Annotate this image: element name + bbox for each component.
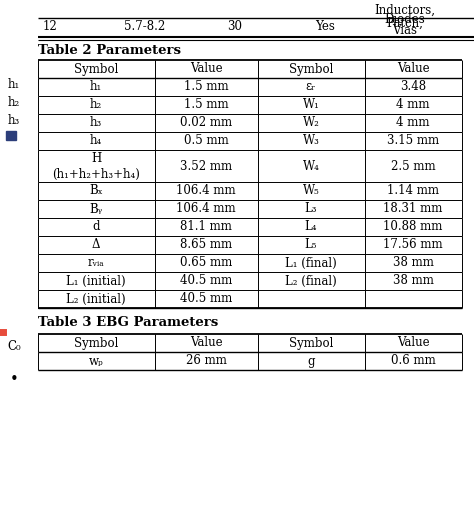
Text: Symbol: Symbol [74, 337, 118, 350]
Text: h₂: h₂ [8, 97, 20, 110]
Text: 4 mm: 4 mm [396, 117, 430, 130]
Text: Inductors,: Inductors, [374, 4, 436, 17]
Text: Value: Value [397, 62, 429, 76]
Text: L₃: L₃ [305, 203, 317, 215]
Text: Table 2 Parameters: Table 2 Parameters [38, 45, 181, 58]
Text: h₂: h₂ [90, 99, 102, 111]
Text: Table 3 EBG Parameters: Table 3 EBG Parameters [38, 317, 218, 330]
Text: Yes: Yes [315, 19, 335, 33]
Text: 106.4 mm: 106.4 mm [176, 203, 236, 215]
Text: 12: 12 [43, 19, 57, 33]
Text: L₅: L₅ [305, 238, 317, 251]
Text: 4 mm: 4 mm [396, 99, 430, 111]
Text: Value: Value [190, 337, 222, 350]
Text: W₃: W₃ [302, 134, 319, 148]
Text: 1.5 mm: 1.5 mm [184, 99, 228, 111]
Text: 26 mm: 26 mm [185, 354, 227, 367]
Text: wₚ: wₚ [89, 354, 103, 367]
Text: L₁ (final): L₁ (final) [285, 257, 337, 269]
Text: Bₓ: Bₓ [89, 184, 103, 197]
Text: W₂: W₂ [302, 117, 319, 130]
Text: Vias: Vias [392, 25, 418, 37]
Text: 3.15 mm: 3.15 mm [387, 134, 439, 148]
Bar [6, 131, 16, 140]
Text: 10.88 mm: 10.88 mm [383, 220, 443, 234]
Text: C₀: C₀ [7, 341, 21, 353]
Text: 18.31 mm: 18.31 mm [383, 203, 443, 215]
Text: 40.5 mm: 40.5 mm [180, 292, 232, 306]
Text: rᵥᵢₐ: rᵥᵢₐ [88, 257, 104, 269]
Text: Value: Value [190, 62, 222, 76]
Text: 3.52 mm: 3.52 mm [180, 160, 232, 173]
Text: 38 mm: 38 mm [392, 275, 433, 288]
Text: h₁: h₁ [90, 80, 102, 93]
Text: h₄: h₄ [90, 134, 102, 148]
Text: L₂ (final): L₂ (final) [285, 275, 337, 288]
Text: 0.65 mm: 0.65 mm [180, 257, 232, 269]
Text: Symbol: Symbol [289, 337, 333, 350]
Text: 0.5 mm: 0.5 mm [183, 134, 228, 148]
Text: 1.14 mm: 1.14 mm [387, 184, 439, 197]
Text: Diodes: Diodes [384, 13, 425, 26]
Text: Symbol: Symbol [289, 62, 333, 76]
Text: h₃: h₃ [90, 117, 102, 130]
Text: g: g [307, 354, 315, 367]
Text: 5.7-8.2: 5.7-8.2 [124, 19, 165, 33]
Text: W₄: W₄ [302, 160, 319, 173]
Text: L₁ (initial): L₁ (initial) [66, 275, 126, 288]
Text: Δ: Δ [92, 238, 100, 251]
Text: H
(h₁+h₂+h₃+h₄): H (h₁+h₂+h₃+h₄) [52, 152, 140, 181]
Text: h₃: h₃ [8, 114, 20, 128]
Text: L₄: L₄ [305, 220, 317, 234]
Text: 17.56 mm: 17.56 mm [383, 238, 443, 251]
Text: 2.5 mm: 2.5 mm [391, 160, 435, 173]
Text: Value: Value [397, 337, 429, 350]
Text: 3.48: 3.48 [400, 80, 426, 93]
Text: εᵣ: εᵣ [306, 80, 316, 93]
Text: W₅: W₅ [302, 184, 319, 197]
Text: d: d [92, 220, 100, 234]
Text: 81.1 mm: 81.1 mm [180, 220, 232, 234]
Text: Bᵧ: Bᵧ [90, 203, 102, 215]
Text: 0.6 mm: 0.6 mm [391, 354, 436, 367]
Text: •: • [9, 373, 18, 387]
Text: W₁: W₁ [302, 99, 319, 111]
Text: 8.65 mm: 8.65 mm [180, 238, 232, 251]
Text: 1.5 mm: 1.5 mm [184, 80, 228, 93]
Text: 30: 30 [228, 19, 243, 33]
Text: Symbol: Symbol [74, 62, 118, 76]
Text: L₂ (initial): L₂ (initial) [66, 292, 126, 306]
Text: 0.02 mm: 0.02 mm [180, 117, 232, 130]
Text: 40.5 mm: 40.5 mm [180, 275, 232, 288]
Text: h₁: h₁ [8, 79, 20, 91]
Text: 106.4 mm: 106.4 mm [176, 184, 236, 197]
Text: 38 mm: 38 mm [392, 257, 433, 269]
Text: Patch,: Patch, [387, 16, 423, 29]
